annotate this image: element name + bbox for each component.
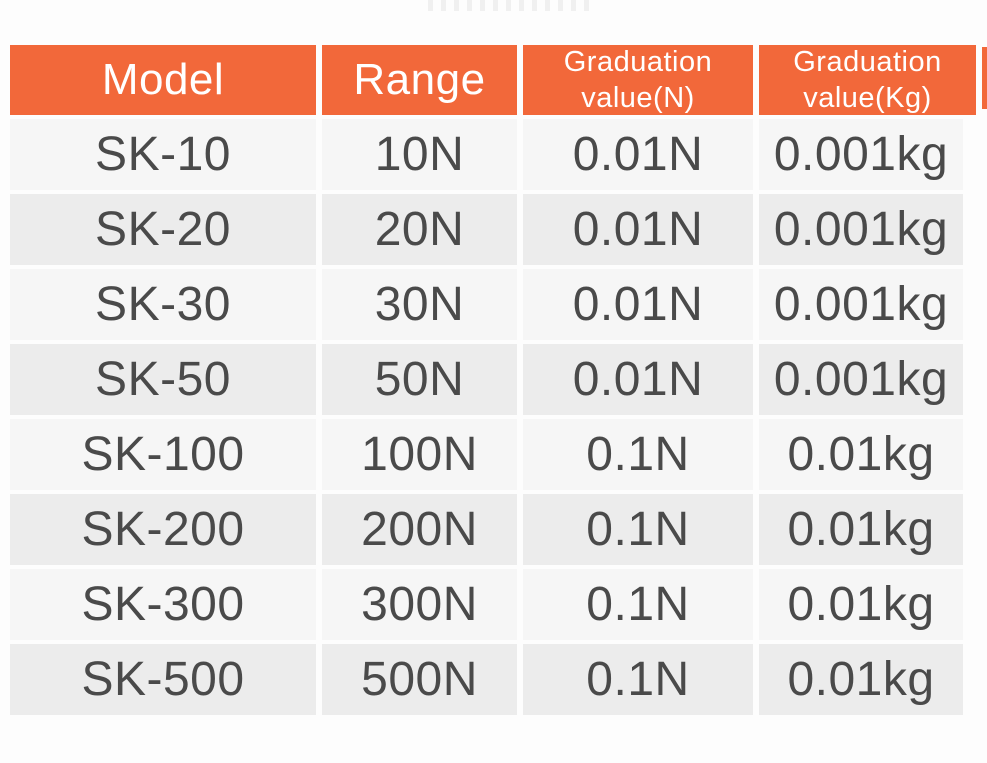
column-header-label-line2: value(Kg) [803, 82, 932, 114]
table-cell: 0.1N [523, 419, 753, 490]
table-cell: 200N [322, 494, 517, 565]
table-cell: 0.001kg [759, 119, 963, 190]
table-cell: 100N [322, 419, 517, 490]
table-cell: SK-20 [10, 194, 316, 265]
column-header-label: Model [101, 54, 225, 104]
table-cell: 50N [322, 344, 517, 415]
table-cell: 0.1N [523, 569, 753, 640]
table-cell: SK-200 [10, 494, 316, 565]
table-cell: 0.001kg [759, 344, 963, 415]
table-cell: 0.01N [523, 194, 753, 265]
table-cell: 0.001kg [759, 194, 963, 265]
table-cell: 0.1N [523, 494, 753, 565]
table-cell: SK-100 [10, 419, 316, 490]
table-cell: 0.1N [523, 644, 753, 715]
column-header-label-line2: value(N) [581, 82, 695, 114]
table-cell: SK-300 [10, 569, 316, 640]
cropped-image-artifact [428, 0, 593, 11]
column-header-label-line1: Graduation [563, 45, 713, 78]
table-cell: 0.01N [523, 119, 753, 190]
table-cell: 20N [322, 194, 517, 265]
column-header-label-line1: Graduation [793, 45, 942, 78]
table-cell: 0.001kg [759, 269, 963, 340]
table-cell: 0.01N [523, 344, 753, 415]
column-header-range: Range [322, 45, 517, 115]
table-cell: SK-30 [10, 269, 316, 340]
column-header-label: Range [353, 54, 486, 104]
table-cell: 10N [322, 119, 517, 190]
table-cell: 500N [322, 644, 517, 715]
table-cell: 0.01N [523, 269, 753, 340]
table-cell: 0.01kg [759, 569, 963, 640]
column-header-graduation-value-kg: Graduation value(Kg) [759, 45, 976, 115]
column-header-model: Model [10, 45, 316, 115]
table-cell: 0.01kg [759, 494, 963, 565]
table-cell: SK-10 [10, 119, 316, 190]
table-cell: 30N [322, 269, 517, 340]
cropped-column-edge [982, 47, 987, 109]
column-header-graduation-value-n: Graduation value(N) [523, 45, 753, 115]
table-cell: 300N [322, 569, 517, 640]
spec-table: Model Range Graduation value(N) Graduati… [10, 45, 976, 715]
table-cell: 0.01kg [759, 419, 963, 490]
table-cell: 0.01kg [759, 644, 963, 715]
table-cell: SK-50 [10, 344, 316, 415]
table-cell: SK-500 [10, 644, 316, 715]
